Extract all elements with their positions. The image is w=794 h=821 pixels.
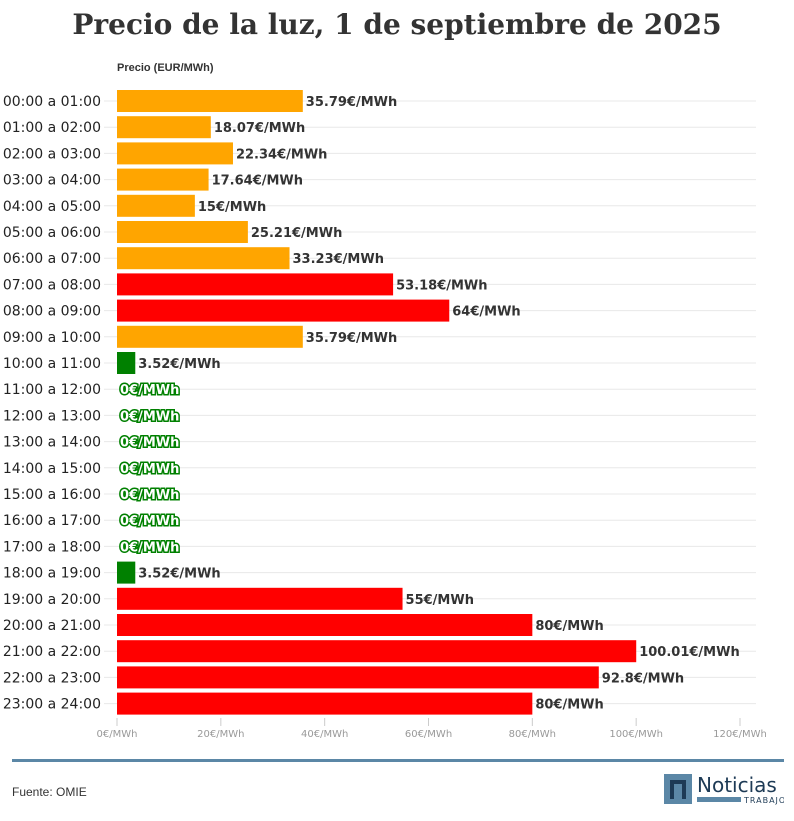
bar bbox=[117, 194, 195, 217]
data-label: 0€/MWh bbox=[120, 488, 179, 503]
data-label: 15€/MWh bbox=[198, 200, 266, 215]
category-label: 15:00 a 16:00 bbox=[3, 487, 101, 503]
data-label: 0€/MWh bbox=[120, 462, 179, 477]
x-tick-label: 100€/MWh bbox=[609, 729, 663, 740]
category-label: 14:00 a 15:00 bbox=[3, 461, 101, 477]
bar bbox=[117, 168, 209, 191]
bar bbox=[117, 614, 533, 636]
bar bbox=[117, 587, 403, 610]
data-label: 80€/MWh bbox=[535, 619, 603, 634]
noticias-trabajo-logo: Noticias TRABAJO bbox=[664, 773, 784, 805]
category-label: 23:00 a 24:00 bbox=[3, 697, 101, 713]
category-label: 01:00 a 02:00 bbox=[3, 120, 101, 136]
x-tick-label: 40€/MWh bbox=[301, 729, 348, 740]
data-label: 3.52€/MWh bbox=[138, 357, 220, 372]
category-label: 09:00 a 10:00 bbox=[3, 330, 101, 346]
y-axis-label: Precio (EUR/MWh) bbox=[117, 62, 214, 74]
bar bbox=[117, 247, 290, 270]
category-label: 07:00 a 08:00 bbox=[3, 277, 101, 293]
bar bbox=[117, 692, 533, 715]
category-label: 00:00 a 01:00 bbox=[3, 94, 101, 110]
bar bbox=[117, 221, 248, 243]
data-label: 0€/MWh bbox=[120, 383, 179, 398]
bar bbox=[117, 325, 303, 348]
bar bbox=[117, 273, 394, 296]
bar bbox=[117, 90, 303, 112]
category-label: 06:00 a 07:00 bbox=[3, 251, 101, 267]
category-label: 22:00 a 23:00 bbox=[3, 670, 101, 686]
bar bbox=[117, 666, 599, 689]
x-tick-label: 60€/MWh bbox=[405, 729, 452, 740]
data-label: 35.79€/MWh bbox=[306, 95, 397, 110]
source-text: Fuente: OMIE bbox=[12, 785, 87, 799]
data-label: 33.23€/MWh bbox=[293, 252, 384, 267]
data-label: 22.34€/MWh bbox=[236, 147, 327, 162]
data-label: 3.52€/MWh bbox=[138, 567, 220, 582]
bar bbox=[117, 116, 211, 139]
category-label: 20:00 a 21:00 bbox=[3, 618, 101, 634]
x-tick-label: 120€/MWh bbox=[713, 729, 767, 740]
category-label: 17:00 a 18:00 bbox=[3, 539, 101, 555]
data-label: 0€/MWh bbox=[120, 540, 179, 555]
category-label: 13:00 a 14:00 bbox=[3, 435, 101, 451]
data-label: 25.21€/MWh bbox=[251, 226, 342, 241]
data-label: 18.07€/MWh bbox=[214, 121, 305, 136]
data-label: 80€/MWh bbox=[535, 698, 603, 713]
data-label: 55€/MWh bbox=[406, 593, 474, 608]
chart-title: Precio de la luz, 1 de septiembre de 202… bbox=[72, 8, 722, 41]
category-label: 08:00 a 09:00 bbox=[3, 304, 101, 320]
category-label: 11:00 a 12:00 bbox=[3, 382, 101, 398]
data-label: 53.18€/MWh bbox=[396, 278, 487, 293]
footer-divider bbox=[12, 759, 784, 762]
category-label: 18:00 a 19:00 bbox=[3, 566, 101, 582]
bar bbox=[117, 640, 637, 663]
category-label: 16:00 a 17:00 bbox=[3, 513, 101, 529]
x-tick-label: 80€/MWh bbox=[509, 729, 556, 740]
data-label: 17.64€/MWh bbox=[212, 174, 303, 189]
data-label: 0€/MWh bbox=[120, 514, 179, 529]
data-label: 35.79€/MWh bbox=[306, 331, 397, 346]
bar bbox=[117, 299, 450, 322]
bar bbox=[117, 352, 136, 374]
category-label: 21:00 a 22:00 bbox=[3, 644, 101, 660]
category-label: 19:00 a 20:00 bbox=[3, 592, 101, 608]
category-label: 10:00 a 11:00 bbox=[3, 356, 101, 372]
data-label: 64€/MWh bbox=[452, 305, 520, 320]
logo-text: Noticias bbox=[697, 773, 777, 797]
bar bbox=[117, 142, 233, 165]
x-tick-label: 0€/MWh bbox=[97, 729, 138, 740]
logo-subtext: TRABAJO bbox=[743, 796, 784, 805]
data-label: 92.8€/MWh bbox=[602, 671, 684, 686]
data-label: 0€/MWh bbox=[120, 409, 179, 424]
category-label: 03:00 a 04:00 bbox=[3, 173, 101, 189]
category-label: 04:00 a 05:00 bbox=[3, 199, 101, 215]
category-label: 12:00 a 13:00 bbox=[3, 408, 101, 424]
bar bbox=[117, 561, 136, 584]
category-label: 05:00 a 06:00 bbox=[3, 225, 101, 241]
bar-chart: 0€/MWh 20€/MWh 40€/MWh 60€/MWh 80€/MWh 100€/M… bbox=[3, 90, 767, 740]
data-label: 100.01€/MWh bbox=[639, 645, 740, 660]
category-label: 02:00 a 03:00 bbox=[3, 146, 101, 162]
data-label: 0€/MWh bbox=[120, 436, 179, 451]
x-tick-label: 20€/MWh bbox=[197, 729, 244, 740]
